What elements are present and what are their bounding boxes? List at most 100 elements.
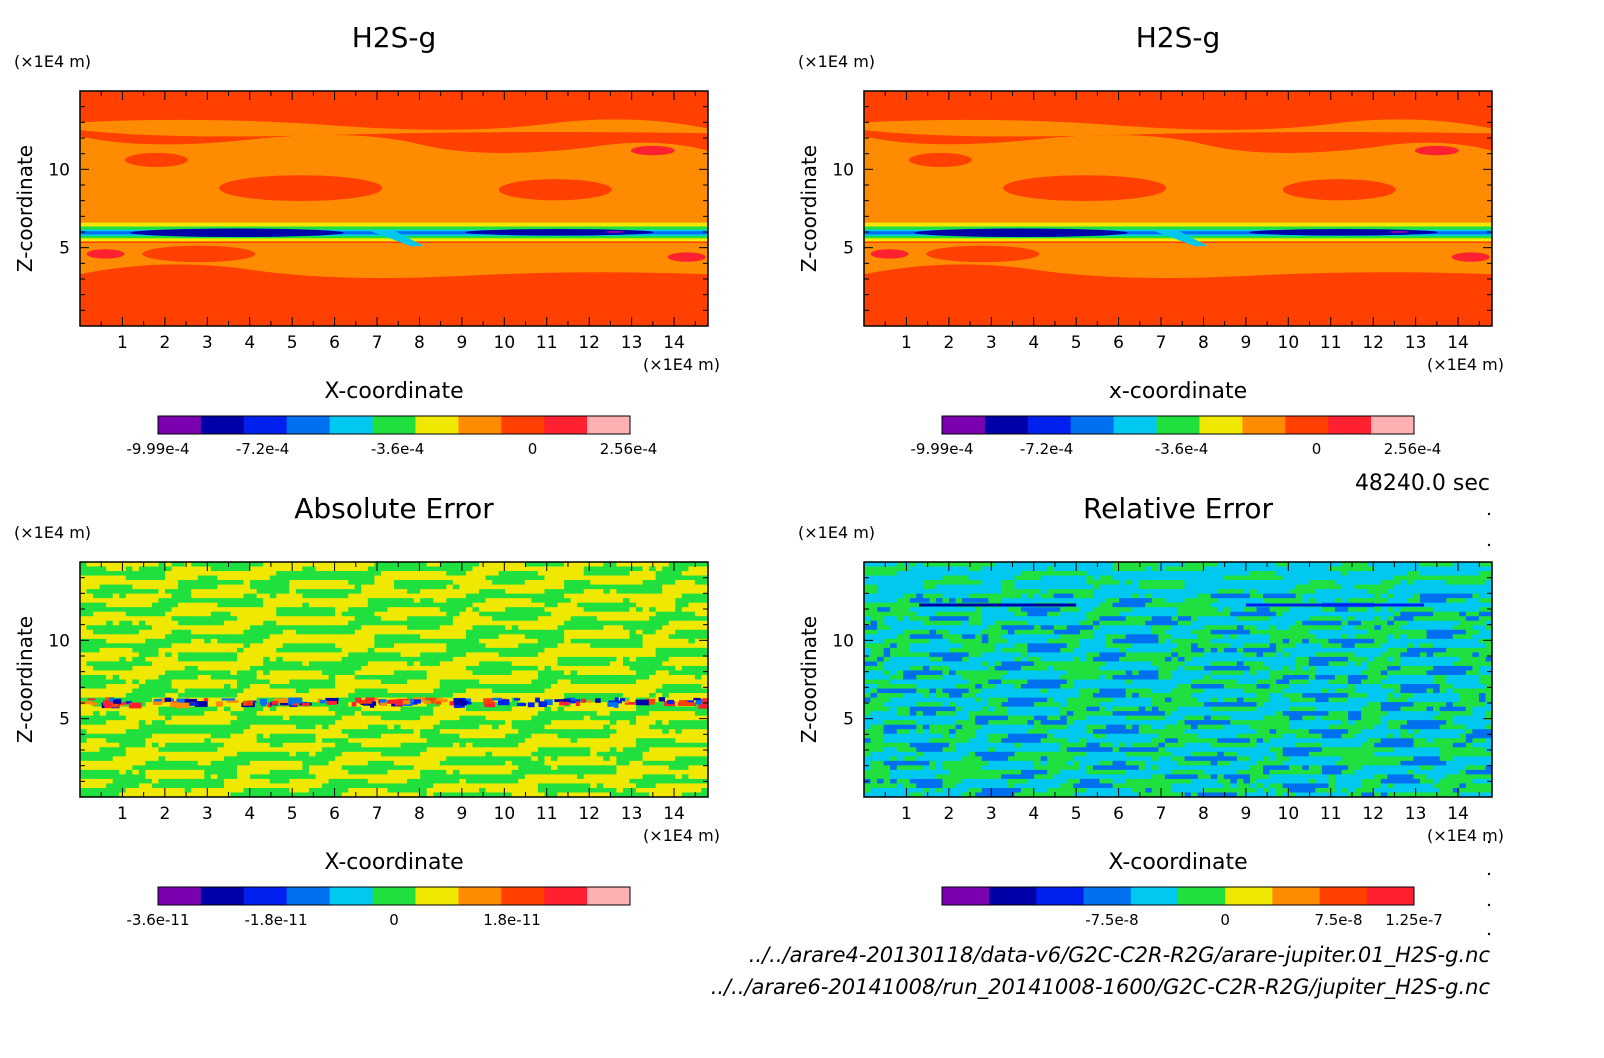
noise-cell [433,652,440,657]
noise-cell [348,634,355,639]
noise-cell [531,648,538,653]
noise-cell [577,716,584,721]
noise-cell [636,562,643,567]
noise-cell [603,720,610,725]
noise-cell [688,639,695,644]
noise-cell [453,670,460,675]
noise-cell [623,680,630,685]
noise-cell [479,707,486,712]
noise-cell [257,625,264,630]
noise-cell [512,716,519,721]
noise-cell [191,693,198,698]
noise-cell [100,598,107,603]
noise-cell [309,738,316,743]
noise-cell [263,634,270,639]
colorbar [942,416,1414,434]
noise-cell [394,729,401,734]
noise-cell [525,743,532,748]
noise-cell [571,720,578,725]
noise-cell [446,580,453,585]
noise-cell [342,774,349,779]
noise-cell [119,630,126,635]
noise-cell [630,576,637,581]
noise-cell [525,634,532,639]
noise-cell [616,585,623,590]
noise-cell [401,752,408,757]
noise-cell [335,639,342,644]
noise-cell [649,738,656,743]
noise-cell [590,720,597,725]
noise-cell [440,707,447,712]
noise-cell [675,571,682,576]
noise-cell [93,693,100,698]
noise-cell [289,630,296,635]
noise-cell [407,720,414,725]
noise-cell [623,752,630,757]
noise-cell [453,567,460,572]
noise-cell [302,720,309,725]
noise-cell [538,779,545,784]
noise-cell [414,652,421,657]
noise-cell [204,720,211,725]
noise-cell [368,738,375,743]
noise-cell [152,770,159,775]
noise-cell [368,720,375,725]
noise-cell [623,630,630,635]
noise-cell [656,598,663,603]
noise-cell [571,576,578,581]
noise-cell [100,729,107,734]
noise-cell [420,621,427,626]
noise-cell [538,707,545,712]
noise-cell [414,580,421,585]
noise-cell [329,707,336,712]
noise-cell [322,621,329,626]
noise-cell [446,639,453,644]
noise-cell [172,756,179,761]
noise-cell [106,752,113,757]
noise-cell [486,720,493,725]
noise-cell [538,580,545,585]
noise-cell [361,661,368,666]
noise-cell [87,634,94,639]
noise-cell [544,779,551,784]
noise-cell [531,643,538,648]
noise-cell [283,571,290,576]
noise-cell [289,562,296,567]
noise-cell [544,738,551,743]
noise-cell [453,720,460,725]
noise-cell [165,720,172,725]
noise-cell [394,661,401,666]
noise-cell [505,634,512,639]
noise-cell [518,661,525,666]
noise-cell [407,603,414,608]
noise-cell [342,607,349,612]
noise-cell [656,625,663,630]
noise-cell [159,598,166,603]
noise-cell [531,616,538,621]
noise-cell [139,643,146,648]
noise-cell [224,603,231,608]
noise-cell [518,666,525,671]
noise-cell [217,747,224,752]
noise-cell [165,729,172,734]
noise-cell [473,707,480,712]
noise-cell [250,661,257,666]
noise-cell [577,689,584,694]
noise-cell [473,661,480,666]
noise-cell [577,747,584,752]
noise-cell [387,634,394,639]
noise-cell [316,711,323,716]
noise-cell [571,585,578,590]
noise-cell [106,734,113,739]
noise-cell [250,648,257,653]
noise-cell [492,689,499,694]
noise-cell [538,594,545,599]
noise-cell [590,639,597,644]
noise-cell [420,707,427,712]
noise-cell [675,720,682,725]
noise-cell [270,571,277,576]
noise-cell [374,589,381,594]
noise-cell [590,580,597,585]
noise-cell [329,752,336,757]
noise-cell [316,747,323,752]
